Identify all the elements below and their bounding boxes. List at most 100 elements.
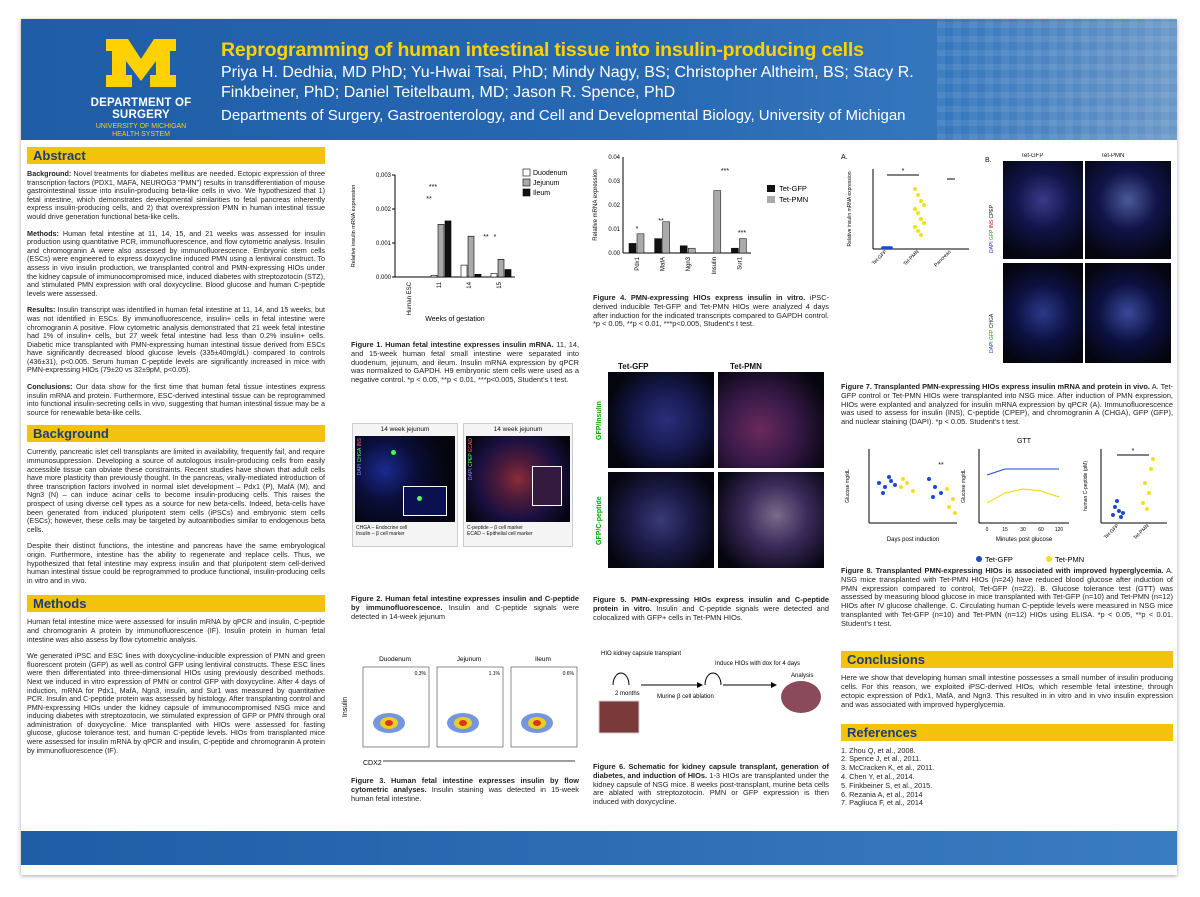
- fig7b-gfp-ins: [1003, 161, 1083, 259]
- abstract-methods: Methods: Human fetal intestine at 11, 14…: [27, 228, 325, 298]
- data-point: [1145, 507, 1149, 511]
- fig2-panel-2: 14 week jejunum DAPI CPEP ECAD C-peptide…: [463, 423, 573, 547]
- data-point: [887, 475, 891, 479]
- fig2-micrograph-2: DAPI CPEP ECAD: [466, 436, 570, 522]
- data-point: [1121, 511, 1125, 515]
- x-tick-label: Human ESC: [407, 281, 413, 315]
- significance-star: ***: [738, 230, 746, 237]
- bar: [679, 245, 688, 254]
- data-point: [905, 481, 909, 485]
- x-tick-label: MafA: [661, 257, 667, 271]
- data-point: [1151, 457, 1155, 461]
- bar: [739, 238, 747, 254]
- fig6-kidney-icon: [781, 681, 821, 713]
- x-axis-label: Weeks of gestation: [425, 316, 485, 323]
- data-point: [901, 477, 905, 481]
- bar: [628, 243, 637, 254]
- fig5-gfp-insulin: [608, 372, 714, 468]
- footer-bar: [21, 831, 1177, 865]
- bar: [731, 247, 739, 254]
- x-tick-label: 0: [986, 527, 989, 533]
- poster-header: DEPARTMENT OF SURGERY UNIVERSITY OF MICH…: [21, 19, 1177, 140]
- y-tick-label: 0.003: [376, 173, 392, 179]
- affiliation: Departments of Surgery, Gastroenterology…: [221, 107, 906, 124]
- data-point: [1113, 505, 1117, 509]
- fig4-chart: 0.04 0.03 0.02 0.01 0.00 Relative mRNA expres…: [593, 155, 808, 274]
- fig2-inset-1: [403, 486, 447, 516]
- data-point: [889, 246, 893, 250]
- legend-label: Tet-PMN: [1055, 555, 1084, 564]
- fig5-pmn-insulin: [718, 372, 824, 468]
- references-heading: References: [841, 723, 1173, 741]
- gtt-line-gfp: [986, 468, 1059, 476]
- bar: [497, 259, 505, 278]
- data-point: [877, 481, 881, 485]
- reference-item: 3. McCracken K, et al., 2011.: [841, 763, 935, 773]
- fig2-inset-2: [532, 466, 562, 506]
- data-point: [951, 497, 955, 501]
- fig7b-pmn-chga: [1085, 263, 1171, 363]
- conclusions-section: Conclusions Here we show that developing…: [841, 651, 1173, 808]
- block-m-logo: [106, 39, 176, 87]
- x-tick-label: Tet-PMN: [1132, 523, 1150, 541]
- data-point: [899, 485, 903, 489]
- significance-star: *: [636, 226, 639, 233]
- fig6-schematic: HIO kidney capsule transplant 2 months M…: [598, 651, 821, 734]
- flow-plot-frame: [510, 666, 578, 748]
- data-point: [911, 489, 915, 493]
- data-point: [1117, 509, 1121, 513]
- fig2-micrograph-1: DAPI CHGA INS: [355, 436, 455, 522]
- y-axis-label: Relative mRNA expression: [593, 169, 599, 240]
- y-axis-label: Insulin: [342, 697, 349, 717]
- data-point: [939, 491, 943, 495]
- y-tick-label: 0.04: [608, 155, 620, 161]
- significance-star: **: [483, 234, 489, 241]
- reference-item: 1. Zhou Q, et al., 2008.: [841, 745, 916, 755]
- legend-label: Tet-PMN: [779, 195, 808, 204]
- abstract-conclusions: Conclusions: Our data show for the first…: [27, 382, 326, 417]
- methods-p1: Human fetal intestine mice were assessed…: [27, 617, 325, 644]
- data-point: [945, 487, 949, 491]
- significance-star: *: [902, 168, 905, 175]
- x-tick-label: 60: [1038, 527, 1044, 533]
- conclusions-text: Here we show that developing human small…: [841, 673, 1173, 709]
- data-point: [931, 495, 935, 499]
- poster-board: DEPARTMENT OF SURGERY UNIVERSITY OF MICH…: [21, 19, 1177, 875]
- legend-swatch: [522, 188, 531, 197]
- x-tick-label: 30: [1020, 527, 1026, 533]
- bar: [444, 220, 452, 278]
- data-point: [893, 483, 897, 487]
- x-axis-label: Minutes post glucose: [996, 537, 1053, 543]
- fig5-pmn-cpep: [718, 472, 824, 568]
- fig5-gfp-cpep: [608, 472, 714, 568]
- reference-item: 2. Spence J, et al., 2011.: [841, 754, 922, 764]
- data-point: [1119, 515, 1123, 519]
- fig7b-panels: B. Tet-GFP Tet-PMN DAPI GFP INS CPEP DAP…: [985, 153, 1175, 369]
- left-column: Abstract Background: Novel treatments fo…: [27, 147, 325, 763]
- abstract-background: Background: Novel treatments for diabete…: [27, 169, 325, 221]
- flow-population-peak: [459, 720, 467, 726]
- fig6-label-induce: Induce HIOs with dox for 4 days: [715, 661, 800, 667]
- flow-population-peak: [385, 720, 393, 726]
- legend-swatch: [976, 556, 982, 562]
- fig1-caption: Figure 1. Human fetal intestine expresse…: [351, 340, 580, 385]
- flow-panel-title: Duodenum: [379, 656, 411, 663]
- data-point: [889, 479, 893, 483]
- bar: [654, 238, 662, 254]
- bar: [662, 221, 670, 254]
- y-axis-label: human C-peptide (pM): [1083, 461, 1089, 511]
- x-tick-label: Pdx1: [635, 256, 641, 270]
- y-tick-label: 0.01: [608, 227, 620, 233]
- y-axis-label: Glucose mg/dL: [961, 469, 967, 503]
- flow-plot-frame: [436, 666, 504, 748]
- fig8-caption: Figure 8. Transplanted PMN-expressing HI…: [841, 566, 1173, 628]
- fig7-caption: Figure 7. Transplanted PMN-expressing HI…: [841, 382, 1173, 427]
- x-tick-label: Sur1: [737, 256, 743, 269]
- legend-swatch: [522, 168, 531, 177]
- y-tick-label: 0.000: [376, 275, 392, 281]
- fig7b-row1-label: DAPI GFP INS CPEP: [989, 204, 995, 253]
- bar: [504, 269, 512, 278]
- fig6-label-analysis: Analysis: [791, 673, 813, 679]
- flow-panel-title: Ileum: [535, 656, 551, 663]
- data-point: [1149, 467, 1153, 471]
